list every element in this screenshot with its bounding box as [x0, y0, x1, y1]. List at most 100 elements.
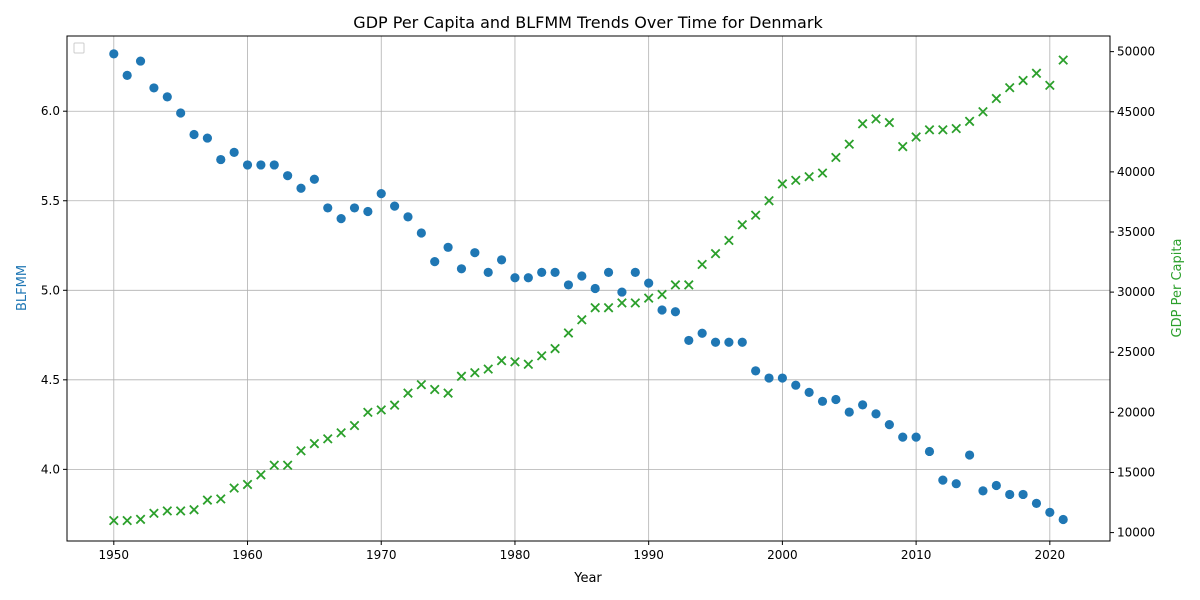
blfmm-point: [964, 450, 975, 460]
right-tick-label: 40000: [1117, 165, 1155, 179]
gdp-point: [363, 407, 373, 418]
gdp-point: [617, 298, 627, 308]
blfmm-point: [630, 267, 640, 277]
blfmm-point: [496, 255, 507, 265]
gdp-point: [122, 515, 133, 526]
blfmm-point: [162, 92, 172, 102]
blfmm-point: [657, 305, 667, 315]
gdp-point: [443, 388, 453, 398]
blfmm-point: [617, 287, 627, 297]
gdp-point: [135, 514, 146, 525]
blfmm-point: [898, 432, 908, 442]
right-tick-label: 30000: [1117, 285, 1155, 299]
gdp-point: [576, 314, 587, 325]
left-tick-label: 5.0: [41, 283, 60, 297]
gdp-point: [429, 384, 440, 395]
gdp-point: [951, 123, 962, 134]
gdp-point: [844, 139, 855, 150]
gdp-point: [269, 460, 280, 471]
blfmm-point: [122, 70, 132, 80]
blfmm-point: [951, 479, 961, 489]
x-tick-label: 1950: [99, 548, 130, 562]
blfmm-point: [710, 337, 721, 347]
blfmm-point: [590, 283, 600, 294]
gdp-point: [389, 400, 400, 410]
gdp-point: [777, 179, 788, 189]
blfmm-point: [737, 337, 747, 347]
plot-frame: [66, 35, 1111, 542]
gdp-point: [804, 171, 814, 182]
x-tick-label: 2020: [1035, 548, 1066, 562]
blfmm-point: [911, 432, 921, 442]
gdp-point: [630, 298, 641, 308]
right-tick-label: 15000: [1117, 465, 1155, 479]
gdp-point: [764, 195, 774, 206]
blfmm-point: [269, 160, 279, 170]
x-tick-label: 1960: [232, 548, 263, 562]
blfmm-point: [456, 264, 467, 274]
gdp-point: [924, 124, 935, 135]
blfmm-point: [283, 171, 293, 181]
gdp-point: [416, 379, 427, 390]
gdp-point: [349, 420, 360, 431]
blfmm-point: [550, 267, 560, 277]
blfmm-point: [537, 267, 547, 277]
gdp-point: [657, 289, 667, 300]
blfmm-point: [309, 174, 319, 184]
blfmm-point: [1031, 498, 1042, 508]
left-tick-label: 6.0: [41, 104, 60, 118]
blfmm-point: [1058, 514, 1068, 525]
blfmm-point: [644, 278, 654, 288]
x-tick-label: 1980: [500, 548, 531, 562]
blfmm-point: [443, 242, 453, 252]
blfmm-point: [229, 147, 239, 158]
gdp-point: [149, 508, 159, 519]
x-axis-label: Year: [573, 571, 602, 586]
gdp-point: [911, 132, 921, 142]
gdp-point: [724, 235, 734, 246]
gdp-point: [817, 168, 828, 178]
blfmm-point: [242, 160, 253, 170]
right-tick-label: 50000: [1117, 45, 1155, 59]
blfmm-point: [403, 212, 413, 222]
blfmm-point: [470, 248, 480, 258]
gdp-point: [496, 355, 507, 366]
x-tick-label: 1990: [633, 548, 664, 562]
x-axis-ticks: 1950 1960 1970 1980 1990 2000 2010 2020: [99, 541, 1066, 562]
blfmm-point: [256, 160, 266, 170]
blfmm-point: [724, 337, 734, 347]
gdp-point: [697, 259, 707, 270]
gdp-point: [991, 93, 1002, 104]
gdp-point: [470, 367, 480, 378]
gdp-point: [456, 371, 467, 382]
blfmm-point: [349, 203, 360, 213]
blfmm-point: [697, 328, 707, 338]
blfmm-point: [978, 486, 988, 496]
gdp-point: [964, 116, 975, 127]
gdp-series: [108, 55, 1069, 526]
blfmm-point: [804, 387, 814, 397]
blfmm-point: [563, 280, 574, 290]
gdp-point: [215, 494, 226, 504]
gdp-point: [189, 504, 199, 515]
gdp-point: [403, 388, 413, 398]
blfmm-point: [430, 257, 440, 267]
blfmm-point: [684, 335, 694, 346]
chart-title: GDP Per Capita and BLFMM Trends Over Tim…: [353, 13, 823, 32]
gdp-point: [683, 280, 694, 290]
gdp-point: [790, 175, 801, 186]
gdp-point: [884, 117, 895, 128]
right-tick-label: 45000: [1117, 105, 1155, 119]
gdp-point: [643, 293, 654, 303]
blfmm-point: [670, 307, 681, 317]
right-tick-label: 35000: [1117, 225, 1155, 239]
blfmm-point: [817, 396, 828, 406]
blfmm-point: [390, 201, 400, 211]
blfmm-point: [764, 373, 774, 383]
gdp-point: [897, 141, 908, 152]
x-tick-label: 2000: [767, 548, 798, 562]
gdp-point: [1044, 80, 1055, 91]
blfmm-point: [510, 273, 520, 283]
